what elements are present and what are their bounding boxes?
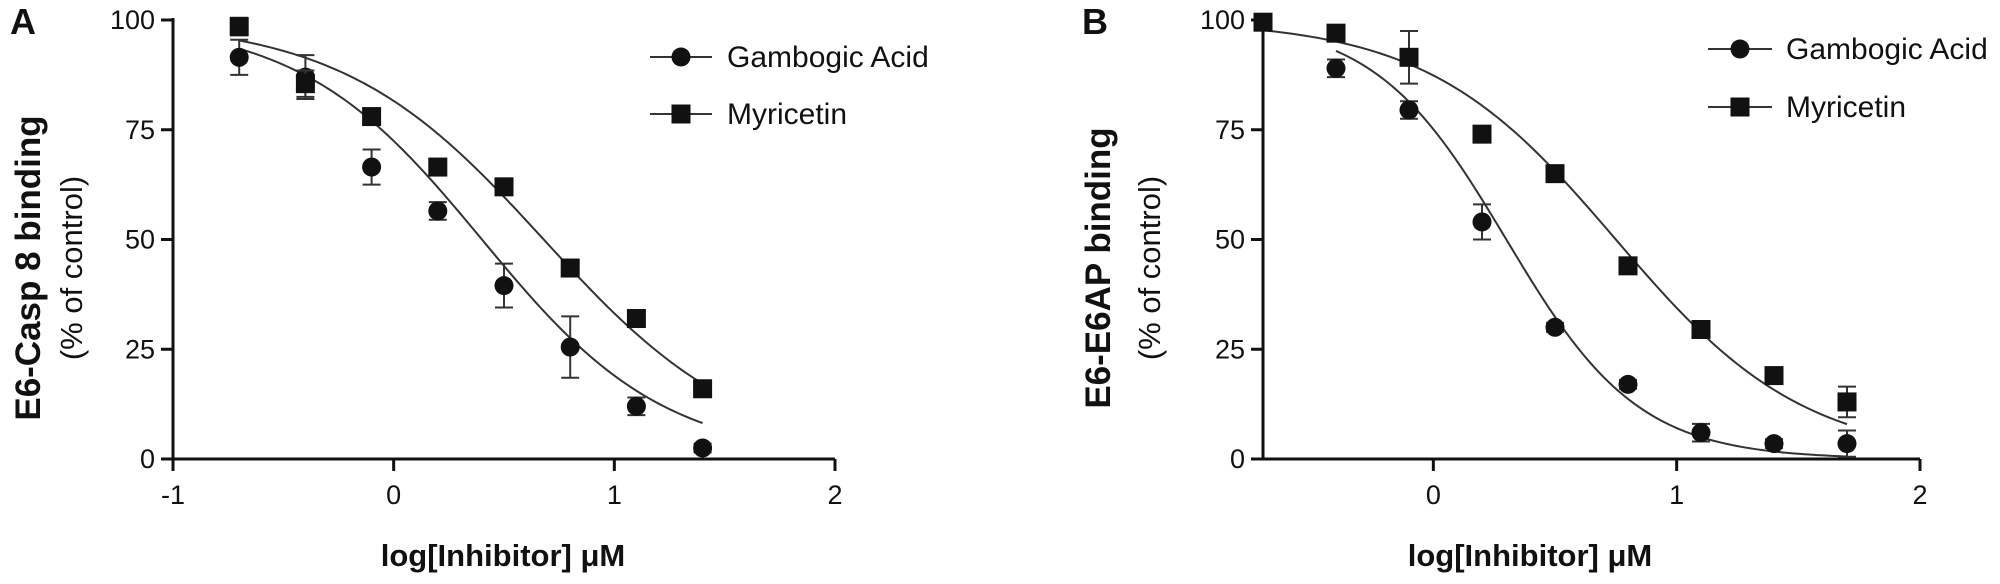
chart-panel-b: B E6-E6AP binding (% of control) log[Inh… bbox=[1079, 1, 1988, 573]
myricetin-point bbox=[1399, 47, 1419, 67]
y-tick-label: 25 bbox=[1215, 334, 1245, 364]
gambogic-acid-point bbox=[1326, 58, 1346, 78]
y-tick-label: 100 bbox=[1200, 5, 1245, 35]
gambogic-acid-point bbox=[626, 396, 646, 416]
x-tick-label: 1 bbox=[1669, 480, 1684, 510]
chart-panel-a: A E6-Casp 8 binding (% of control) log[I… bbox=[9, 1, 929, 573]
gambogic-acid-point bbox=[1618, 374, 1638, 394]
myricetin-point bbox=[1545, 164, 1565, 184]
gambogic-acid-point bbox=[229, 47, 249, 67]
myricetin-point bbox=[1326, 23, 1346, 43]
legend-label-gambogic-acid: Gambogic Acid bbox=[727, 41, 929, 74]
myricetin-fit-curve bbox=[1262, 29, 1848, 426]
gambogic-acid-fit-curve bbox=[238, 47, 703, 425]
y-axis-title-a: E6-Casp 8 binding bbox=[9, 115, 48, 420]
myricetin-point bbox=[1253, 12, 1273, 32]
plot-area-b: 0 25 50 75 100 0 1 2 Gambogic Acid Myricetin bbox=[1200, 5, 1988, 510]
gambogic-acid-point bbox=[1691, 423, 1711, 443]
myricetin-point bbox=[1618, 256, 1638, 276]
y-tick-label: 50 bbox=[1215, 225, 1245, 255]
panel-label-a: A bbox=[10, 1, 36, 42]
myricetin-point bbox=[1691, 319, 1711, 339]
x-axis-title-a: log[Inhibitor] μM bbox=[381, 538, 626, 573]
gambogic-acid-point bbox=[1472, 212, 1492, 232]
legend-marker-myricetin bbox=[1730, 97, 1750, 117]
y-tick-label: 0 bbox=[1230, 444, 1245, 474]
myricetin-point bbox=[428, 157, 448, 177]
gambogic-acid-fit-curve bbox=[1335, 50, 1848, 458]
myricetin-point bbox=[1472, 124, 1492, 144]
myricetin-point bbox=[295, 74, 315, 94]
gambogic-acid-point bbox=[1764, 434, 1784, 454]
x-tick-label: 0 bbox=[1426, 480, 1441, 510]
legend-marker-gambogic-acid bbox=[671, 47, 691, 67]
legend-label-gambogic-acid: Gambogic Acid bbox=[1786, 33, 1988, 66]
gambogic-acid-point bbox=[1837, 434, 1857, 454]
legend-marker-gambogic-acid bbox=[1730, 39, 1750, 59]
gambogic-acid-point bbox=[560, 337, 580, 357]
y-tick-label: 50 bbox=[125, 225, 155, 255]
panel-label-b: B bbox=[1082, 1, 1108, 42]
x-tick-label: 2 bbox=[827, 480, 842, 510]
y-axis-subtitle-b: (% of control) bbox=[1132, 176, 1167, 360]
x-tick-label: 0 bbox=[386, 480, 401, 510]
myricetin-fit-curve bbox=[239, 39, 704, 385]
myricetin-point bbox=[693, 379, 713, 399]
myricetin-point bbox=[362, 107, 382, 127]
x-tick-label: 1 bbox=[607, 480, 622, 510]
gambogic-acid-point bbox=[1545, 317, 1565, 337]
myricetin-point bbox=[229, 17, 249, 37]
y-tick-label: 75 bbox=[125, 115, 155, 145]
x-axis-title-b: log[Inhibitor] μM bbox=[1408, 538, 1653, 573]
y-axis-title-b: E6-E6AP binding bbox=[1079, 127, 1118, 408]
x-tick-label: -1 bbox=[161, 480, 185, 510]
y-tick-label: 75 bbox=[1215, 115, 1245, 145]
myricetin-point bbox=[560, 258, 580, 278]
myricetin-point bbox=[494, 177, 514, 197]
gambogic-acid-point bbox=[693, 438, 713, 458]
legend-label-myricetin: Myricetin bbox=[1786, 91, 1906, 124]
legend-marker-myricetin bbox=[671, 104, 691, 124]
myricetin-point bbox=[1764, 366, 1784, 386]
gambogic-acid-point bbox=[428, 201, 448, 221]
x-tick-label: 2 bbox=[1912, 480, 1927, 510]
y-axis-subtitle-a: (% of control) bbox=[54, 176, 89, 360]
y-tick-label: 100 bbox=[110, 5, 155, 35]
myricetin-point bbox=[626, 309, 646, 329]
legend-label-myricetin: Myricetin bbox=[727, 98, 847, 131]
y-tick-label: 0 bbox=[140, 444, 155, 474]
gambogic-acid-point bbox=[494, 276, 514, 296]
y-tick-label: 25 bbox=[125, 334, 155, 364]
gambogic-acid-point bbox=[362, 157, 382, 177]
gambogic-acid-point bbox=[1399, 100, 1419, 120]
myricetin-point bbox=[1837, 392, 1857, 412]
